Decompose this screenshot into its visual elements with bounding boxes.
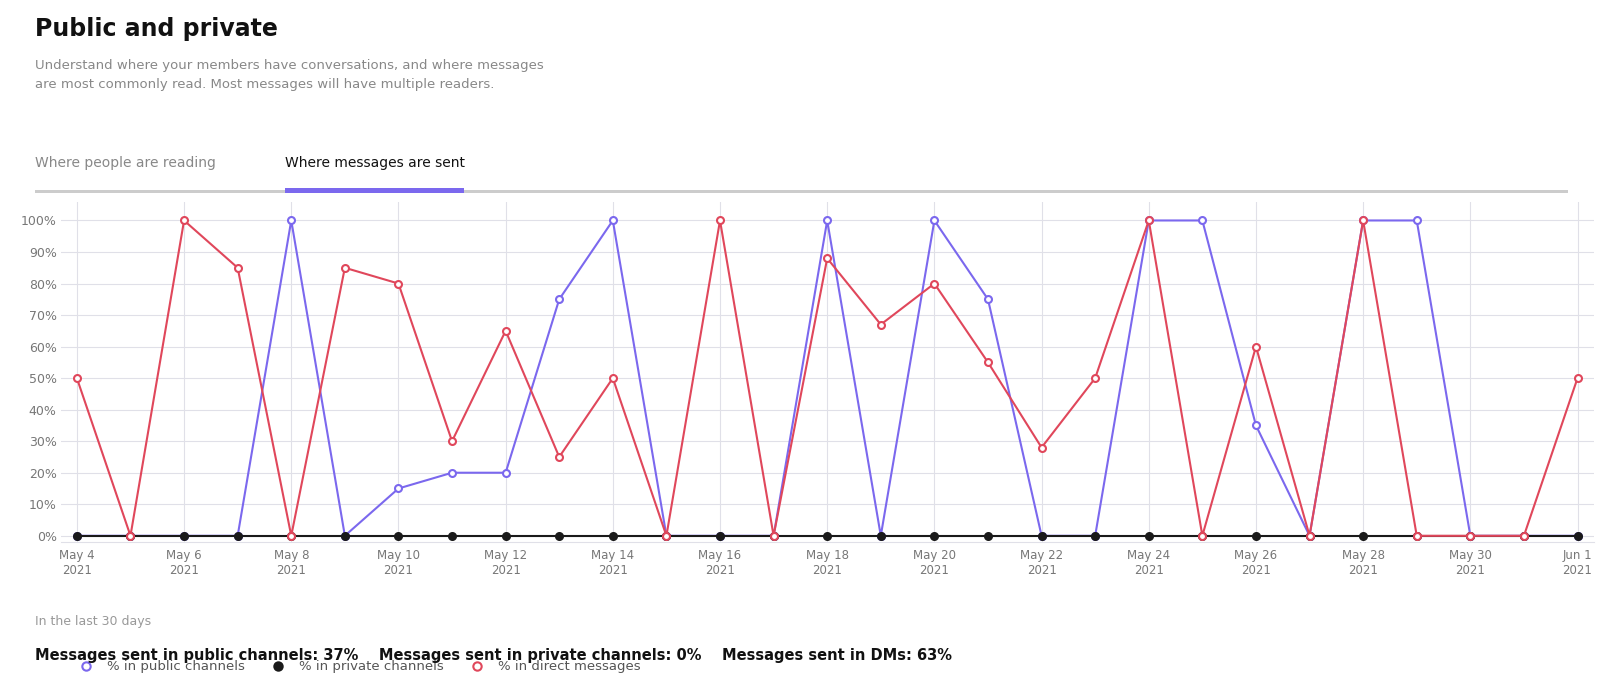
Text: Understand where your members have conversations, and where messages
are most co: Understand where your members have conve… bbox=[35, 59, 544, 91]
Legend: % in public channels, % in private channels, % in direct messages: % in public channels, % in private chann… bbox=[67, 655, 646, 678]
Text: Where messages are sent: Where messages are sent bbox=[285, 156, 466, 170]
Text: In the last 30 days: In the last 30 days bbox=[35, 615, 152, 628]
Text: Public and private: Public and private bbox=[35, 17, 278, 42]
Text: Messages sent in public channels: 37%    Messages sent in private channels: 0%  : Messages sent in public channels: 37% Me… bbox=[35, 648, 952, 663]
Text: Where people are reading: Where people are reading bbox=[35, 156, 216, 170]
